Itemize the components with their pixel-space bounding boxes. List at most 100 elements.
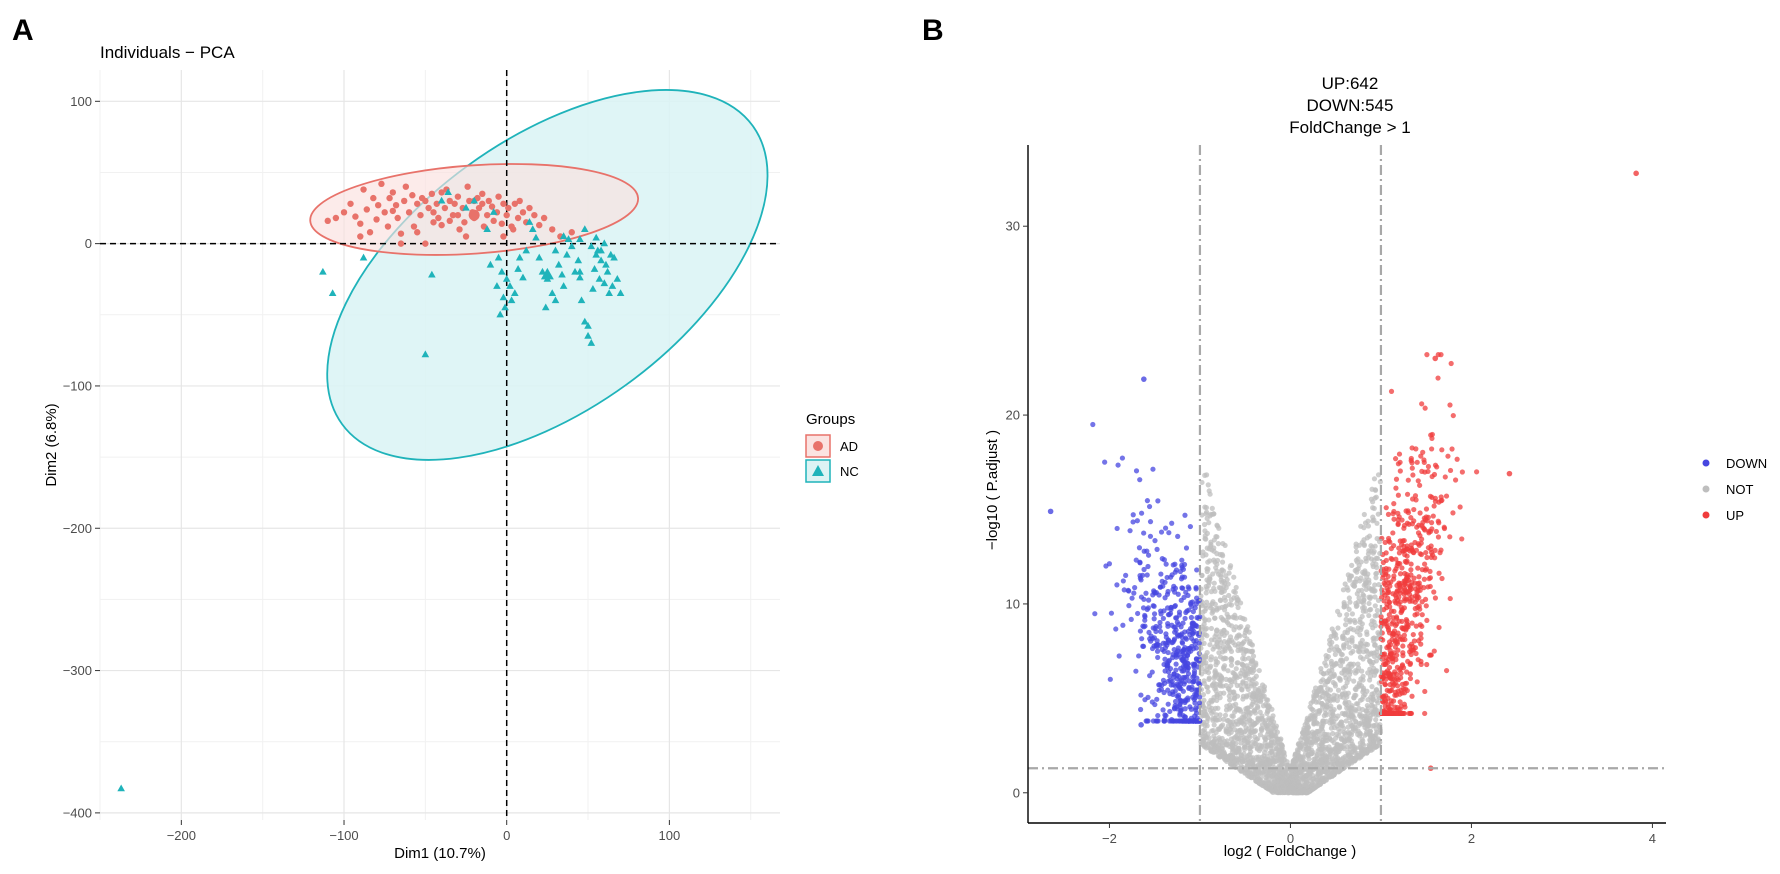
point-not (1363, 641, 1369, 647)
point-not (1256, 769, 1262, 775)
point-up (1413, 650, 1419, 657)
point-not (1269, 706, 1275, 712)
point-not (1343, 616, 1349, 623)
point-up (1404, 491, 1411, 497)
point-down (1107, 676, 1113, 682)
point-up (1388, 710, 1394, 717)
point-up (1441, 525, 1448, 532)
point-down (1187, 704, 1193, 710)
point-up (1424, 554, 1430, 561)
point-nc (328, 289, 337, 297)
point-not (1214, 551, 1220, 557)
point-not (1240, 680, 1246, 686)
point-not (1212, 615, 1218, 621)
point-not (1203, 583, 1209, 590)
point-not (1325, 686, 1331, 692)
point-not (1319, 775, 1326, 781)
point-not (1353, 544, 1359, 550)
point-up (1432, 595, 1439, 601)
point-not (1336, 647, 1342, 654)
point-not (1278, 762, 1285, 768)
point-not (1298, 755, 1304, 762)
point-ad (402, 183, 410, 190)
point-not (1222, 712, 1229, 718)
point-ad (386, 194, 393, 202)
point-down (1161, 689, 1167, 696)
point-down (1182, 679, 1188, 685)
point-up (1422, 469, 1428, 475)
point-nc (483, 225, 491, 232)
point-nc (571, 267, 579, 275)
point-not (1334, 731, 1340, 737)
point-not (1372, 594, 1378, 600)
point-not (1342, 622, 1349, 628)
point-not (1274, 729, 1280, 735)
point-nc (605, 289, 613, 297)
point-nc (501, 303, 509, 311)
point-down (1142, 614, 1148, 620)
point-up (1397, 699, 1403, 705)
point-down (1176, 621, 1182, 628)
point-not (1229, 623, 1235, 629)
point-up (1450, 510, 1456, 516)
point-down (1155, 498, 1161, 504)
point-up (1395, 647, 1401, 653)
point-not (1214, 561, 1220, 567)
point-nc (437, 196, 446, 204)
point-not (1224, 576, 1230, 583)
legend-label-down: DOWN (1726, 456, 1767, 471)
point-up (1436, 624, 1442, 631)
point-not (1242, 629, 1248, 636)
point-up (1397, 538, 1403, 544)
point-up (1393, 556, 1399, 562)
point-not (1371, 653, 1378, 659)
point-not (1368, 747, 1374, 753)
point-not (1215, 541, 1221, 547)
point-up (1396, 545, 1402, 551)
point-not (1203, 590, 1209, 596)
point-not (1243, 694, 1250, 700)
point-not (1355, 648, 1362, 654)
point-nc (319, 267, 327, 275)
point-not (1261, 688, 1267, 694)
point-up (1432, 498, 1438, 504)
point-nc (613, 275, 622, 282)
point-up (1383, 505, 1389, 511)
point-up (1383, 618, 1389, 624)
point-ad (370, 194, 377, 202)
point-down (1128, 616, 1134, 622)
point-not (1213, 631, 1219, 637)
point-ad (540, 214, 548, 222)
point-not (1249, 718, 1255, 725)
point-down (1184, 674, 1190, 680)
point-down (1172, 698, 1179, 705)
point-up (1380, 637, 1386, 643)
point-ad (389, 207, 397, 215)
point-up (1403, 559, 1410, 565)
point-down (1102, 459, 1108, 465)
point-up (1410, 496, 1416, 502)
point-up (1428, 520, 1435, 526)
point-not (1201, 697, 1207, 703)
point-ad (363, 206, 370, 213)
point-up (1400, 710, 1406, 717)
point-nc (584, 331, 592, 339)
point-not (1273, 723, 1280, 729)
pca-legend: Groups AD NC (805, 411, 859, 483)
point-down (1157, 619, 1163, 626)
point-down (1171, 624, 1177, 630)
point-up (1395, 510, 1401, 516)
point-not (1324, 770, 1330, 776)
point-not (1365, 518, 1371, 524)
point-down (1145, 605, 1151, 611)
point-not (1213, 688, 1219, 694)
point-down (1143, 590, 1149, 596)
point-down (1165, 649, 1171, 656)
point-down (1188, 600, 1194, 606)
point-down (1173, 651, 1179, 657)
point-not (1235, 749, 1242, 755)
point-down (1148, 638, 1154, 644)
point-not (1298, 737, 1304, 743)
point-up (1398, 703, 1404, 709)
